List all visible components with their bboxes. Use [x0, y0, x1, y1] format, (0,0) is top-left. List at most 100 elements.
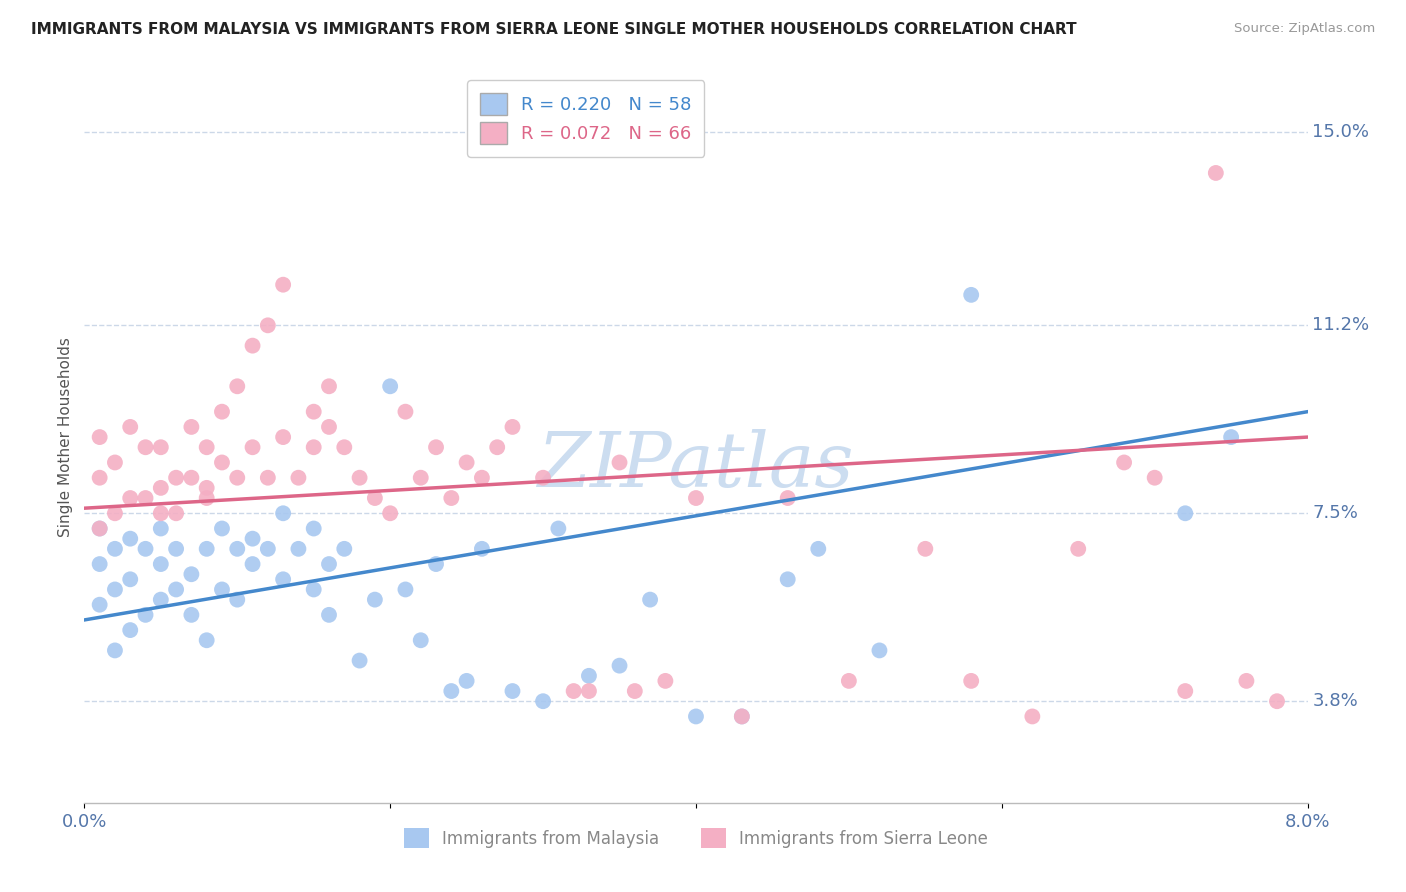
- Point: [180, 567, 202, 582]
- Point: [1174, 506, 1197, 520]
- Point: [257, 541, 280, 556]
- Point: [914, 541, 936, 556]
- Point: [776, 491, 799, 505]
- Point: [287, 541, 309, 556]
- Point: [302, 521, 325, 535]
- Point: [349, 654, 371, 668]
- Point: [638, 592, 661, 607]
- Point: [302, 405, 325, 419]
- Point: [287, 471, 309, 485]
- Point: [609, 658, 631, 673]
- Point: [89, 521, 111, 535]
- Text: 3.8%: 3.8%: [1312, 692, 1358, 710]
- Point: [89, 598, 111, 612]
- Point: [471, 541, 494, 556]
- Point: [242, 440, 264, 454]
- Point: [394, 582, 416, 597]
- Point: [318, 557, 340, 571]
- Point: [135, 607, 157, 622]
- Point: [1220, 430, 1243, 444]
- Point: [425, 557, 447, 571]
- Point: [409, 471, 432, 485]
- Point: [838, 673, 860, 688]
- Point: [578, 669, 600, 683]
- Point: [120, 420, 142, 434]
- Point: [120, 572, 142, 586]
- Point: [195, 481, 218, 495]
- Point: [502, 684, 524, 698]
- Point: [149, 592, 172, 607]
- Point: [165, 582, 187, 597]
- Point: [1114, 455, 1136, 469]
- Point: [456, 673, 478, 688]
- Point: [333, 440, 356, 454]
- Point: [226, 541, 249, 556]
- Point: [195, 633, 218, 648]
- Point: [180, 420, 202, 434]
- Point: [409, 633, 432, 648]
- Text: 15.0%: 15.0%: [1312, 123, 1369, 141]
- Point: [211, 582, 233, 597]
- Point: [257, 318, 280, 333]
- Point: [226, 471, 249, 485]
- Point: [960, 673, 983, 688]
- Point: [120, 491, 142, 505]
- Y-axis label: Single Mother Households: Single Mother Households: [58, 337, 73, 537]
- Point: [89, 471, 111, 485]
- Point: [180, 607, 202, 622]
- Point: [165, 506, 187, 520]
- Point: [318, 607, 340, 622]
- Text: Source: ZipAtlas.com: Source: ZipAtlas.com: [1234, 22, 1375, 36]
- Point: [135, 440, 157, 454]
- Point: [120, 532, 142, 546]
- Point: [135, 491, 157, 505]
- Point: [776, 572, 799, 586]
- Point: [149, 521, 172, 535]
- Point: [1067, 541, 1090, 556]
- Point: [180, 471, 202, 485]
- Point: [1174, 684, 1197, 698]
- Point: [869, 643, 891, 657]
- Point: [578, 684, 600, 698]
- Point: [364, 592, 387, 607]
- Point: [149, 506, 172, 520]
- Point: [440, 491, 463, 505]
- Point: [1205, 166, 1227, 180]
- Point: [318, 420, 340, 434]
- Text: 7.5%: 7.5%: [1312, 504, 1358, 523]
- Point: [1236, 673, 1258, 688]
- Point: [195, 440, 218, 454]
- Point: [104, 541, 127, 556]
- Point: [135, 541, 157, 556]
- Point: [731, 709, 754, 723]
- Point: [242, 557, 264, 571]
- Point: [364, 491, 387, 505]
- Point: [394, 405, 416, 419]
- Point: [731, 709, 754, 723]
- Point: [333, 541, 356, 556]
- Point: [104, 582, 127, 597]
- Point: [165, 541, 187, 556]
- Point: [807, 541, 830, 556]
- Point: [456, 455, 478, 469]
- Point: [257, 471, 280, 485]
- Point: [211, 455, 233, 469]
- Point: [685, 491, 707, 505]
- Point: [226, 592, 249, 607]
- Point: [242, 339, 264, 353]
- Point: [1265, 694, 1288, 708]
- Point: [685, 709, 707, 723]
- Point: [242, 532, 264, 546]
- Point: [165, 471, 187, 485]
- Point: [149, 440, 172, 454]
- Point: [149, 481, 172, 495]
- Point: [562, 684, 585, 698]
- Legend: Immigrants from Malaysia, Immigrants from Sierra Leone: Immigrants from Malaysia, Immigrants fro…: [395, 820, 997, 856]
- Point: [1143, 471, 1166, 485]
- Point: [486, 440, 509, 454]
- Text: ZIPatlas: ZIPatlas: [537, 429, 855, 503]
- Point: [195, 541, 218, 556]
- Text: IMMIGRANTS FROM MALAYSIA VS IMMIGRANTS FROM SIERRA LEONE SINGLE MOTHER HOUSEHOLD: IMMIGRANTS FROM MALAYSIA VS IMMIGRANTS F…: [31, 22, 1077, 37]
- Point: [380, 379, 402, 393]
- Point: [149, 557, 172, 571]
